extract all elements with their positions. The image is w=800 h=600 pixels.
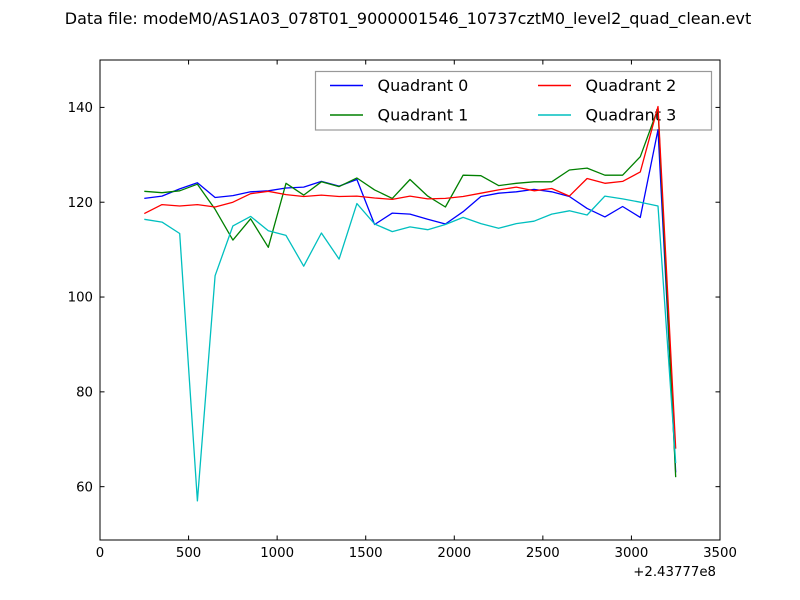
series-quadrant-1 <box>144 107 677 478</box>
x-tick-label: 2500 <box>526 546 560 561</box>
y-tick-label: 80 <box>76 386 93 401</box>
legend-label-quadrant-2: Quadrant 2 <box>586 76 677 95</box>
y-tick-label: 140 <box>68 101 93 116</box>
legend: Quadrant 0 Quadrant 1 Quadrant 2 Quadrant 3 <box>314 70 713 131</box>
y-tick-label: 60 <box>76 480 93 495</box>
series-quadrant-2 <box>144 105 677 449</box>
x-tick-label: 0 <box>96 546 104 561</box>
legend-frame <box>314 70 713 131</box>
legend-label-quadrant-3: Quadrant 3 <box>586 106 677 125</box>
x-tick-label: 2000 <box>437 546 471 561</box>
x-tick-label: 3500 <box>703 546 737 561</box>
legend-label-quadrant-1: Quadrant 1 <box>378 106 469 125</box>
legend-label-quadrant-0: Quadrant 0 <box>378 76 469 95</box>
x-tick-label: 3000 <box>615 546 649 561</box>
x-axis-offset-label: +2.43777e8 <box>633 565 716 580</box>
x-tick-label: 1500 <box>349 546 383 561</box>
y-tick-label: 120 <box>68 196 93 211</box>
x-tick-label: 500 <box>176 546 201 561</box>
x-tick-label: 1000 <box>260 546 294 561</box>
chart-title: Data file: modeM0/AS1A03_078T01_90000015… <box>65 9 751 29</box>
legend-item-quadrant-1: Quadrant 1 <box>330 106 468 125</box>
axes-frame <box>99 59 721 541</box>
series-quadrant-0 <box>144 129 677 473</box>
y-tick-label: 100 <box>68 291 93 306</box>
legend-item-quadrant-0: Quadrant 0 <box>330 76 468 95</box>
series-quadrant-3 <box>144 195 677 502</box>
legend-item-quadrant-2: Quadrant 2 <box>538 76 676 95</box>
chart-layer: 0 500 1000 1500 2000 2500 3000 3500 +2.43777e8 60… <box>68 59 737 580</box>
